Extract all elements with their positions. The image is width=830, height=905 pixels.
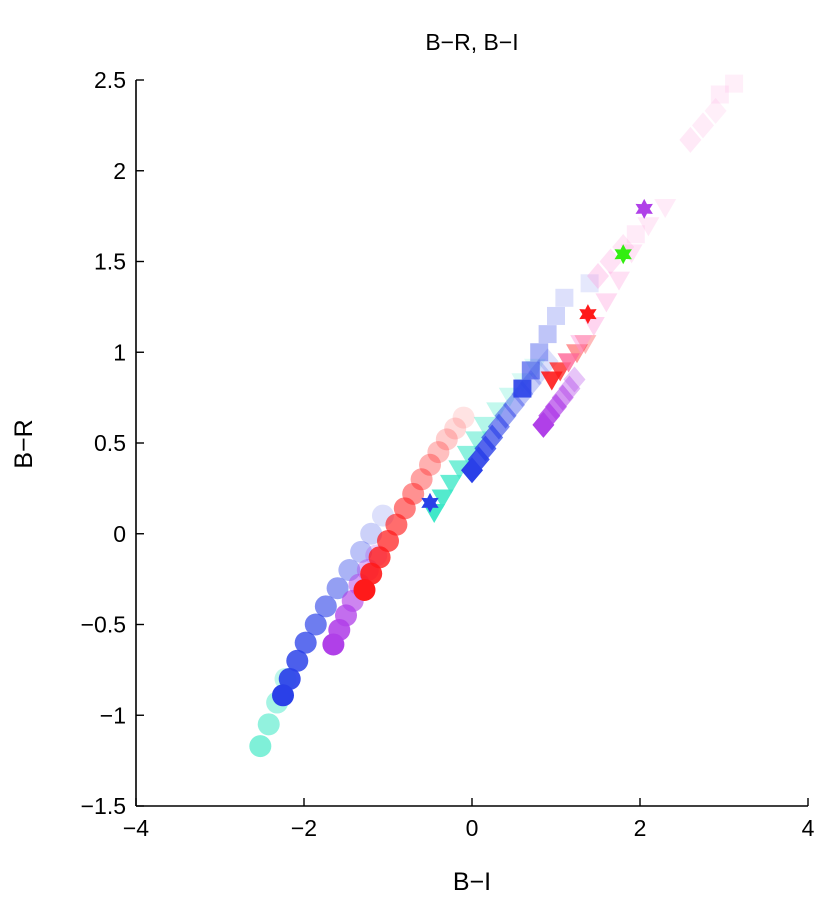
data-point-triangle-down <box>637 217 660 237</box>
y-tick-label: 0.5 <box>94 430 126 456</box>
data-point-circle <box>304 613 327 636</box>
data-point-triangle-down <box>440 474 462 494</box>
data-point-hexagram <box>421 492 439 513</box>
data-point-square <box>521 361 540 380</box>
chart-title: B−R, B−I <box>425 29 518 55</box>
data-point-circle <box>444 417 467 440</box>
data-point-circle <box>452 406 475 429</box>
x-tick-label: 2 <box>634 815 647 841</box>
data-point-triangle-down <box>557 353 580 373</box>
data-point-triangle-down <box>448 460 471 480</box>
x-tick-label: −4 <box>123 815 149 841</box>
data-point-square <box>555 288 574 307</box>
data-point-triangle-down <box>431 489 454 509</box>
data-point-triangle-down <box>574 335 597 355</box>
data-point-circle <box>377 530 399 553</box>
data-point-circle <box>410 468 433 491</box>
x-axis-title: B−I <box>453 868 491 896</box>
data-point-diamond <box>679 126 702 153</box>
y-tick-label: −0.5 <box>81 612 126 638</box>
x-tick-label: −2 <box>291 815 317 841</box>
y-tick-label: 2 <box>113 158 126 184</box>
data-point-hexagram <box>614 244 632 265</box>
data-point-triangle-down <box>608 271 630 291</box>
x-tick-label: 0 <box>466 815 479 841</box>
data-point-triangle-down <box>570 335 593 355</box>
data-point-diamond <box>692 112 714 139</box>
data-point-circle <box>294 631 317 654</box>
y-tick-label: −1.5 <box>81 793 126 819</box>
data-point-circle <box>322 633 345 656</box>
y-tick-label: 1.5 <box>94 249 126 275</box>
data-point-triangle-down <box>465 431 488 451</box>
data-point-circle <box>326 577 349 600</box>
data-point-diamond <box>704 97 727 124</box>
y-tick-label: −1 <box>100 702 126 728</box>
data-point-triangle-down <box>473 416 496 436</box>
data-point-diamond <box>532 411 555 438</box>
data-point-triangle-down <box>654 199 677 219</box>
data-point-hexagram <box>635 198 653 219</box>
data-point-square <box>710 85 729 104</box>
data-point-circle <box>353 579 376 602</box>
y-tick-label: 0 <box>113 521 126 547</box>
data-point-circle <box>427 441 450 464</box>
data-point-circle <box>385 513 408 536</box>
y-tick-label: 2.5 <box>94 67 126 93</box>
data-point-circle <box>350 540 373 563</box>
data-point-diamond <box>599 248 622 275</box>
y-axis-title: B−R <box>10 419 38 468</box>
x-axis: −4 −2 0 2 4 <box>123 798 815 841</box>
data-point-circle <box>257 713 280 736</box>
data-point-circle <box>368 546 391 569</box>
data-point-square <box>547 306 565 325</box>
data-point-triangle-down <box>456 445 479 465</box>
data-point-circle <box>435 428 458 451</box>
data-point-triangle-down <box>620 244 643 264</box>
data-point-circle <box>249 735 272 758</box>
data-point-circle <box>419 453 441 476</box>
x-tick-label: 4 <box>802 815 815 841</box>
data-point-circle <box>272 684 294 707</box>
data-point-circle <box>286 649 309 672</box>
data-point-square <box>530 343 549 362</box>
plot-area <box>249 74 744 758</box>
y-tick-label: 1 <box>113 339 126 365</box>
data-point-diamond <box>461 457 483 484</box>
data-point-circle <box>360 522 383 545</box>
data-point-square <box>725 74 744 93</box>
data-point-circle <box>314 595 337 618</box>
data-point-square <box>538 325 557 344</box>
data-point-square <box>580 274 599 293</box>
data-point-hexagram <box>579 304 597 325</box>
data-point-circle <box>393 497 416 520</box>
data-point-triangle-down <box>595 293 618 313</box>
data-point-diamond <box>587 263 609 290</box>
data-point-square <box>626 225 645 244</box>
data-point-square <box>513 379 532 398</box>
data-point-triangle-down <box>540 371 563 391</box>
y-axis: −1.5 −1 −0.5 0 0.5 1 1.5 2 2.5 <box>81 67 144 819</box>
data-point-diamond <box>563 366 586 393</box>
